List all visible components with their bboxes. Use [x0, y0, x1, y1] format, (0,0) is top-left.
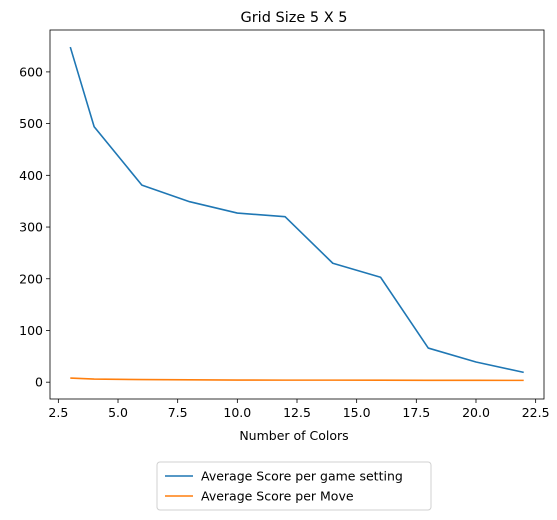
series-layer — [69, 46, 524, 382]
x-tick-label: 22.5 — [522, 405, 550, 420]
x-tick-label: 5.0 — [108, 405, 128, 420]
x-tick-label: 12.5 — [283, 405, 311, 420]
legend-box — [156, 461, 432, 511]
y-tick-label: 500 — [19, 116, 43, 131]
y-tick-label: 300 — [19, 220, 43, 235]
x-tick-label: 10.0 — [223, 405, 251, 420]
chart-title: Grid Size 5 X 5 — [240, 10, 347, 26]
plot-frame — [49, 29, 545, 400]
y-tick-label: 600 — [19, 64, 43, 79]
legend: Average Score per game setting Average S… — [156, 461, 432, 511]
series-line-average-score-per-game-setting — [69, 46, 524, 374]
x-axis: 2.5 5.0 7.5 10.0 12.5 15.0 17.5 20.0 22.5 — [48, 399, 550, 420]
y-tick-label: 100 — [19, 323, 43, 338]
x-tick-label: 2.5 — [48, 405, 68, 420]
series-line-average-score-per-move — [70, 377, 524, 382]
x-tick-label: 20.0 — [462, 405, 490, 420]
y-tick-label: 400 — [19, 168, 43, 183]
x-axis-label: Number of Colors — [239, 428, 348, 443]
y-tick-label: 0 — [35, 375, 43, 390]
legend-label-average-score-per-game-setting: Average Score per game setting — [201, 469, 403, 484]
x-tick-label: 17.5 — [402, 405, 430, 420]
y-axis: 0 100 200 300 400 500 600 — [19, 64, 50, 390]
x-tick-label: 7.5 — [168, 405, 188, 420]
legend-label-average-score-per-move: Average Score per Move — [201, 489, 354, 504]
y-tick-label: 200 — [19, 271, 43, 286]
x-tick-label: 15.0 — [343, 405, 371, 420]
